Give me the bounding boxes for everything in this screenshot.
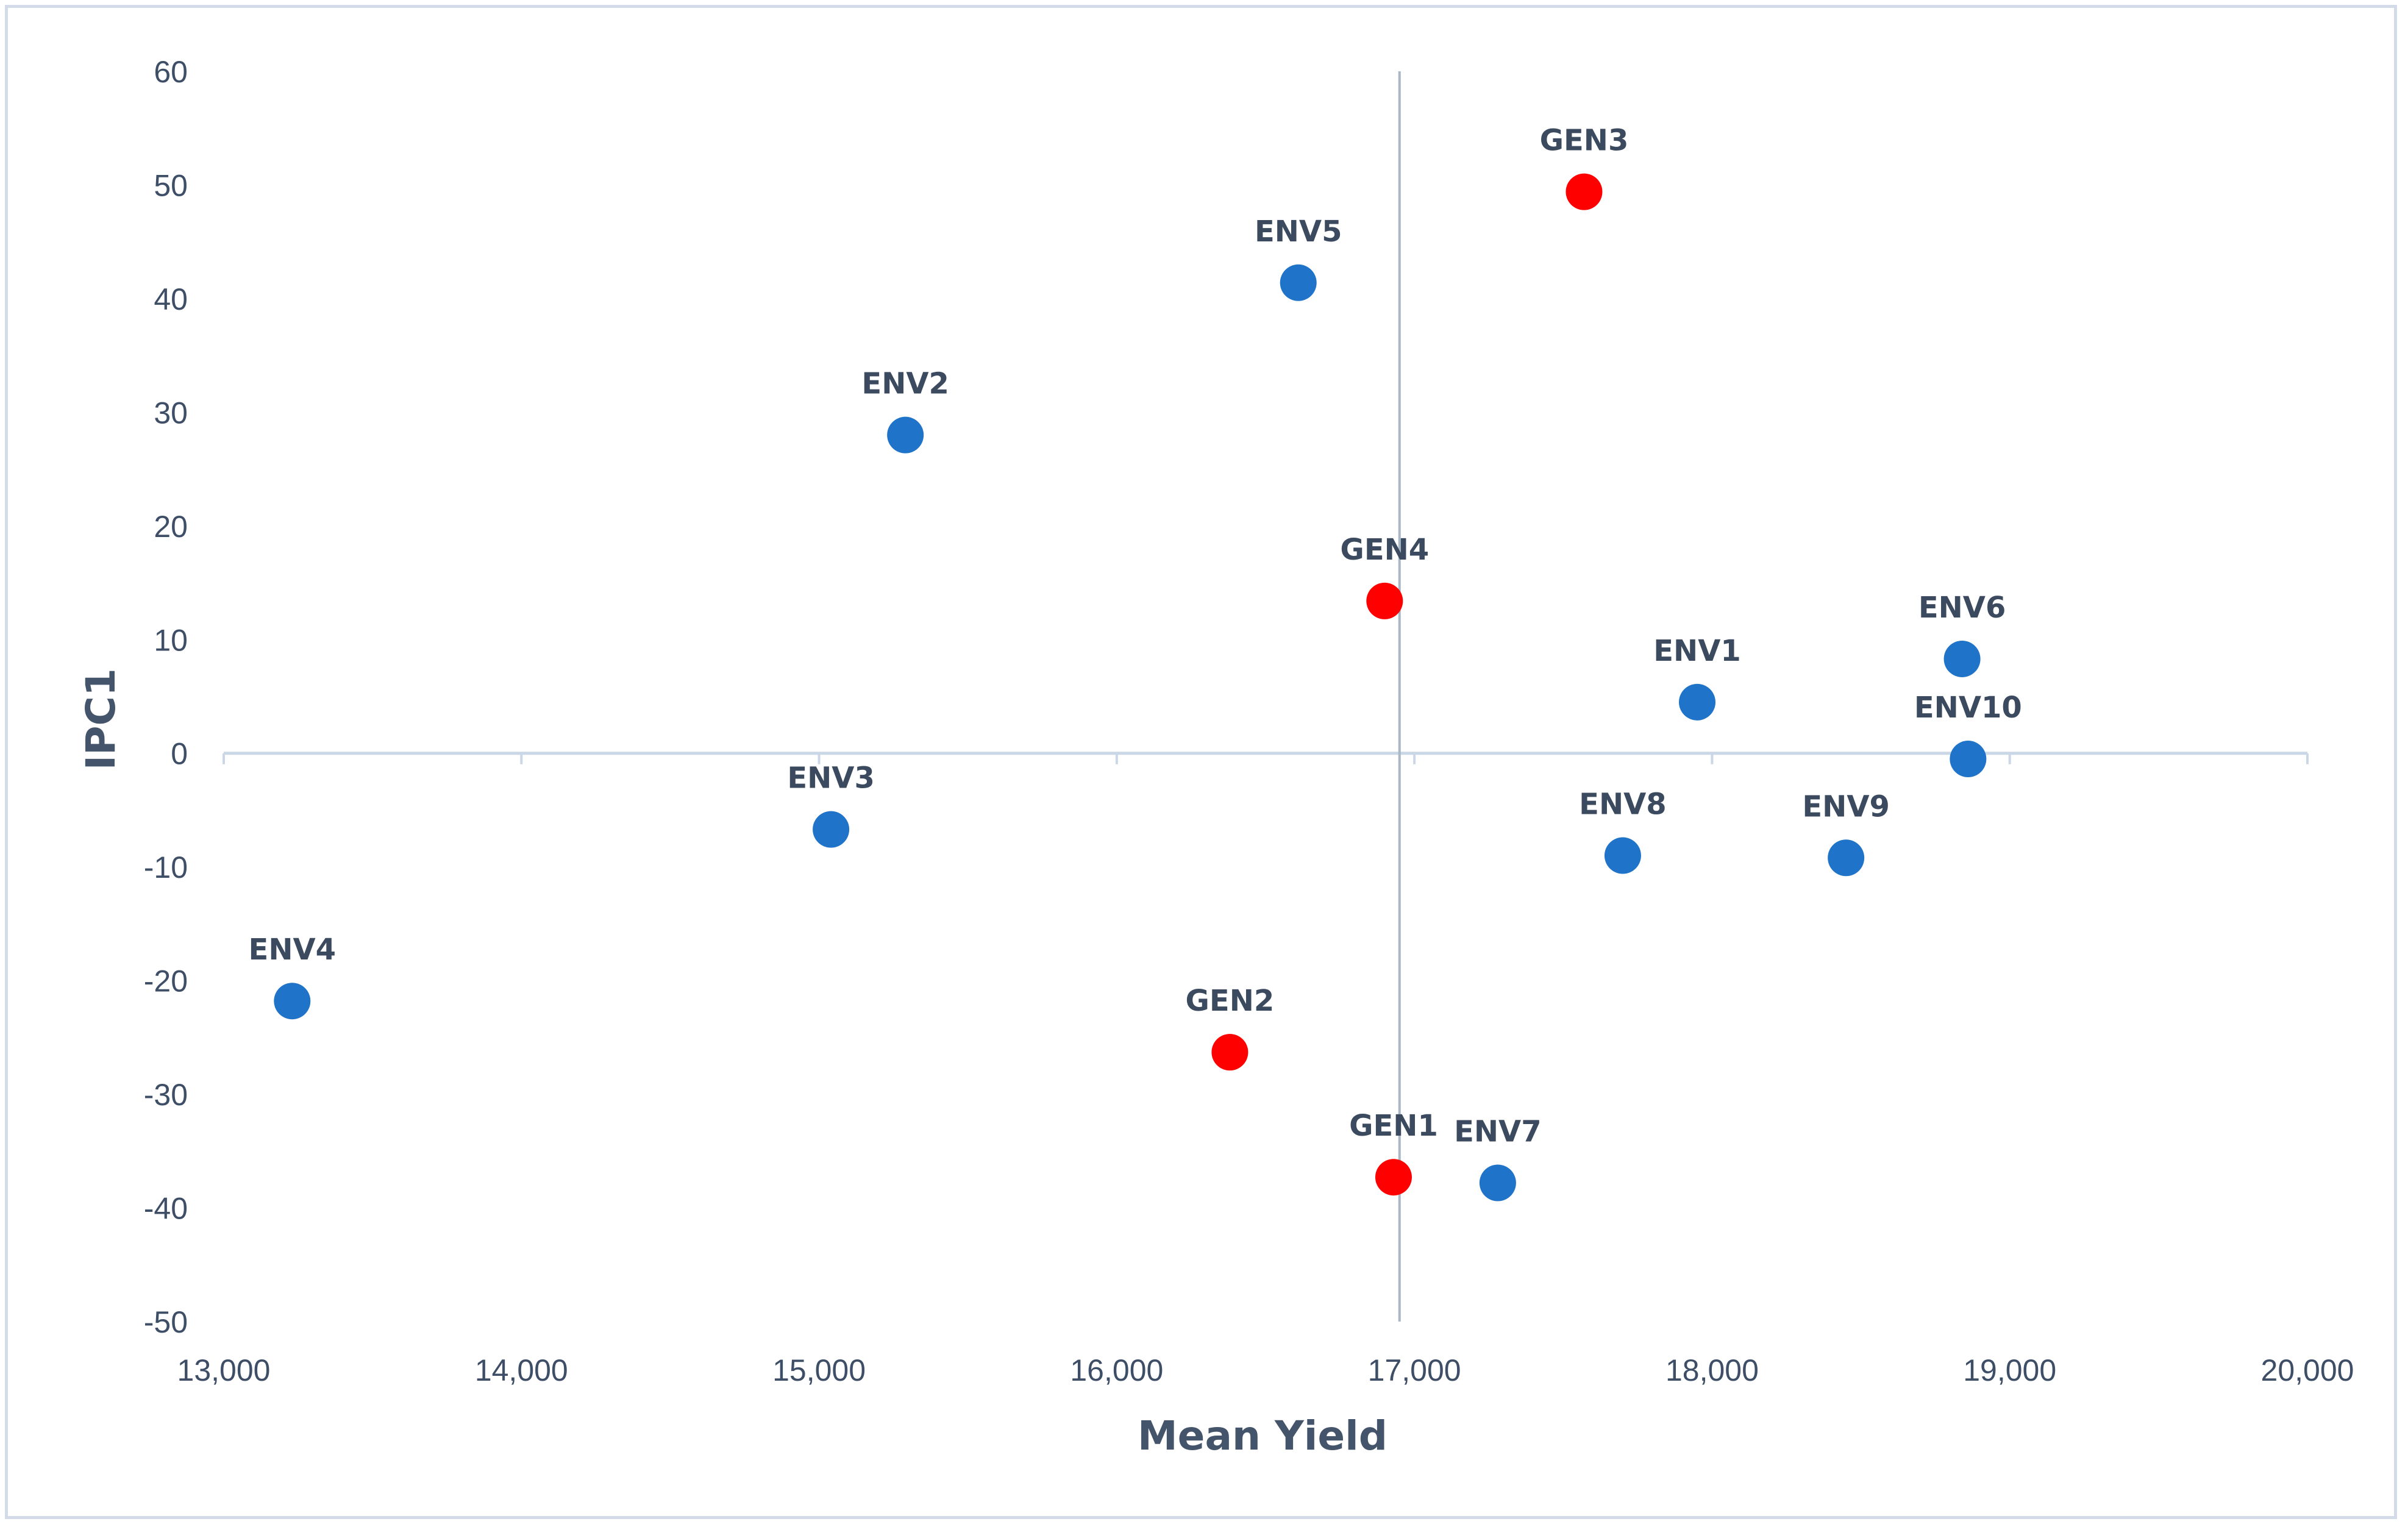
- y-axis-title: IPC1: [77, 668, 124, 770]
- point-label-env3: ENV3: [787, 761, 875, 796]
- point-label-env9: ENV9: [1802, 789, 1890, 824]
- point-gen4: [1366, 582, 1403, 619]
- data-points: ENV1 ENV2 ENV3 ENV4 ENV5 ENV6 ENV7 ENV8 ENV9 ENV1…: [249, 124, 2022, 1201]
- point-label-env8: ENV8: [1579, 788, 1667, 822]
- y-tick-label: -20: [144, 964, 188, 998]
- point-label-env7: ENV7: [1454, 1115, 1542, 1149]
- point-label-gen2: GEN2: [1186, 984, 1275, 1018]
- point-gen1: [1375, 1159, 1412, 1196]
- chart-frame: [5, 5, 2397, 1519]
- point-label-env1: ENV1: [1653, 634, 1741, 668]
- point-label-gen1: GEN1: [1349, 1109, 1438, 1143]
- x-tick-label: 19,000: [1963, 1353, 2056, 1387]
- point-env1: [1679, 683, 1716, 721]
- point-env4: [274, 983, 311, 1020]
- point-label-env4: ENV4: [249, 933, 337, 967]
- y-axis-ticks: 60 50 40 30 20 10 0 -10 -20 -30 -40 -50: [144, 55, 188, 1339]
- x-axis-title: Mean Yield: [1138, 1412, 1387, 1459]
- x-tick-label: 14,000: [475, 1353, 568, 1387]
- point-env3: [813, 811, 850, 848]
- point-label-gen4: GEN4: [1340, 533, 1429, 567]
- x-tick-label: 20,000: [2261, 1353, 2354, 1387]
- point-env8: [1604, 837, 1641, 874]
- y-tick-label: 60: [154, 55, 188, 89]
- y-tick-label: 40: [154, 282, 188, 316]
- point-label-env5: ENV5: [1255, 215, 1342, 249]
- point-label-gen3: GEN3: [1540, 124, 1629, 158]
- point-env7: [1479, 1164, 1516, 1201]
- point-env2: [887, 416, 924, 454]
- point-env5: [1280, 264, 1317, 301]
- y-tick-label: 50: [154, 168, 188, 202]
- x-axis-ticks: 13,000 14,000 15,000 16,000 17,000 18,000 19,0…: [177, 753, 2354, 1387]
- y-tick-label: -30: [144, 1078, 188, 1112]
- x-tick-label: 18,000: [1665, 1353, 1759, 1387]
- x-tick-label: 15,000: [772, 1353, 866, 1387]
- point-env9: [1828, 839, 1865, 877]
- x-tick-label: 13,000: [177, 1353, 271, 1387]
- x-tick-label: 17,000: [1368, 1353, 1461, 1387]
- y-tick-label: 20: [154, 510, 188, 544]
- y-tick-label: -40: [144, 1192, 188, 1226]
- y-tick-label: 30: [154, 396, 188, 430]
- y-tick-label: 10: [154, 623, 188, 657]
- y-tick-label: -10: [144, 850, 188, 885]
- x-tick-label: 16,000: [1070, 1353, 1163, 1387]
- point-label-env6: ENV6: [1918, 591, 2006, 625]
- y-tick-label: -50: [144, 1305, 188, 1339]
- point-label-env10: ENV10: [1914, 691, 2022, 725]
- point-gen3: [1566, 173, 1603, 210]
- point-env10: [1950, 741, 1987, 778]
- y-tick-label: 0: [171, 737, 188, 771]
- point-label-env2: ENV2: [861, 367, 949, 401]
- point-gen2: [1211, 1034, 1249, 1071]
- point-env6: [1943, 640, 1981, 677]
